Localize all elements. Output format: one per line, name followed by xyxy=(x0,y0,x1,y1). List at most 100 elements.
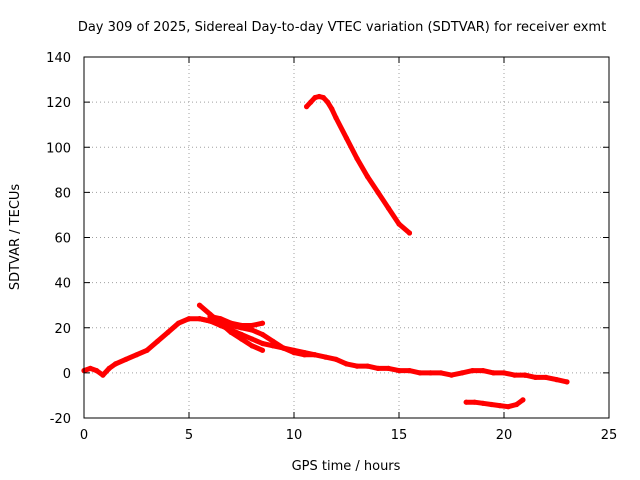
data-point xyxy=(259,340,266,347)
data-point xyxy=(259,331,266,338)
grid-lines xyxy=(84,57,609,418)
data-point xyxy=(511,372,518,378)
data-point xyxy=(553,377,560,383)
data-point xyxy=(396,368,402,374)
data-point xyxy=(249,343,255,349)
data-point xyxy=(249,327,255,333)
data-point xyxy=(490,370,497,376)
y-tick-label: 20 xyxy=(54,322,71,337)
data-point xyxy=(228,329,234,335)
data-point xyxy=(463,399,469,405)
data-point xyxy=(329,106,335,112)
x-tick-label: 10 xyxy=(286,428,303,443)
data-point xyxy=(238,336,245,342)
data-point xyxy=(501,370,507,376)
data-point xyxy=(520,397,526,403)
data-point xyxy=(249,336,255,342)
chart-title: Day 309 of 2025, Sidereal Day-to-day VTE… xyxy=(78,20,606,35)
data-point xyxy=(406,368,413,374)
data-point xyxy=(325,99,331,105)
data-point xyxy=(94,368,100,374)
x-tick-label: 20 xyxy=(496,428,513,443)
data-point xyxy=(472,399,478,405)
data-point xyxy=(144,347,150,353)
x-axis-label: GPS time / hours xyxy=(292,459,401,474)
data-point xyxy=(333,356,339,362)
data-point xyxy=(396,221,402,227)
x-tick-label: 5 xyxy=(185,428,193,443)
data-point xyxy=(497,403,503,409)
data-point xyxy=(364,174,371,180)
data-point xyxy=(280,345,287,351)
y-tick-label: 140 xyxy=(46,51,71,66)
data-point xyxy=(228,320,234,326)
data-point xyxy=(322,354,329,360)
data-point xyxy=(304,104,310,110)
data-point xyxy=(133,352,140,358)
data-point xyxy=(354,363,360,369)
y-tick-label: -20 xyxy=(50,412,71,427)
data-point xyxy=(308,99,314,105)
data-point xyxy=(505,404,511,410)
data-point xyxy=(385,365,392,371)
data-point xyxy=(320,95,326,101)
data-point xyxy=(385,205,392,211)
data-point xyxy=(291,347,297,353)
data-point xyxy=(154,338,161,344)
data-point xyxy=(459,370,465,376)
data-point xyxy=(543,374,549,380)
data-point xyxy=(259,347,266,353)
data-point xyxy=(354,155,360,162)
data-point xyxy=(312,95,318,101)
data-point xyxy=(123,356,129,362)
data-point xyxy=(427,370,434,376)
x-tick-label: 25 xyxy=(601,428,618,443)
data-point xyxy=(165,329,171,335)
y-tick-label: 120 xyxy=(46,96,71,111)
data-point xyxy=(343,135,350,141)
data-point xyxy=(480,368,486,374)
data-point xyxy=(375,189,381,195)
data-point xyxy=(514,401,520,408)
data-series xyxy=(81,93,570,410)
data-point xyxy=(186,316,192,322)
axis-ticks: 0 5 10 15 20 25 -20 0 20 40 60 80 100 120 140 xyxy=(46,51,617,443)
data-point xyxy=(438,370,444,376)
data-point xyxy=(469,368,476,374)
data-point xyxy=(522,372,528,378)
data-point xyxy=(249,322,255,329)
data-point xyxy=(316,93,322,100)
data-point xyxy=(207,313,213,320)
x-tick-label: 15 xyxy=(391,428,408,443)
y-tick-label: 0 xyxy=(63,367,71,382)
data-point xyxy=(175,320,182,326)
data-point xyxy=(301,350,308,356)
data-point xyxy=(196,302,203,308)
data-point xyxy=(106,365,112,371)
data-point xyxy=(375,365,381,371)
data-point xyxy=(364,363,371,369)
data-point xyxy=(217,316,224,322)
data-point xyxy=(448,372,455,378)
data-point xyxy=(270,343,276,349)
y-tick-label: 80 xyxy=(54,186,71,201)
series-track-high xyxy=(304,94,412,236)
data-point xyxy=(333,115,339,121)
data-point xyxy=(87,365,93,371)
data-point xyxy=(196,316,203,322)
data-point xyxy=(532,374,539,380)
data-point xyxy=(343,361,350,367)
data-point xyxy=(564,379,570,385)
data-point xyxy=(480,400,486,406)
data-point xyxy=(112,361,119,367)
data-point xyxy=(488,401,494,408)
y-axis-label: SDTVAR / TECUs xyxy=(8,184,23,291)
data-point xyxy=(259,320,266,326)
data-point xyxy=(207,318,213,324)
y-tick-label: 100 xyxy=(46,141,71,156)
data-point xyxy=(100,372,106,378)
data-point xyxy=(238,322,245,329)
data-point xyxy=(312,352,318,358)
x-tick-label: 0 xyxy=(80,428,88,443)
